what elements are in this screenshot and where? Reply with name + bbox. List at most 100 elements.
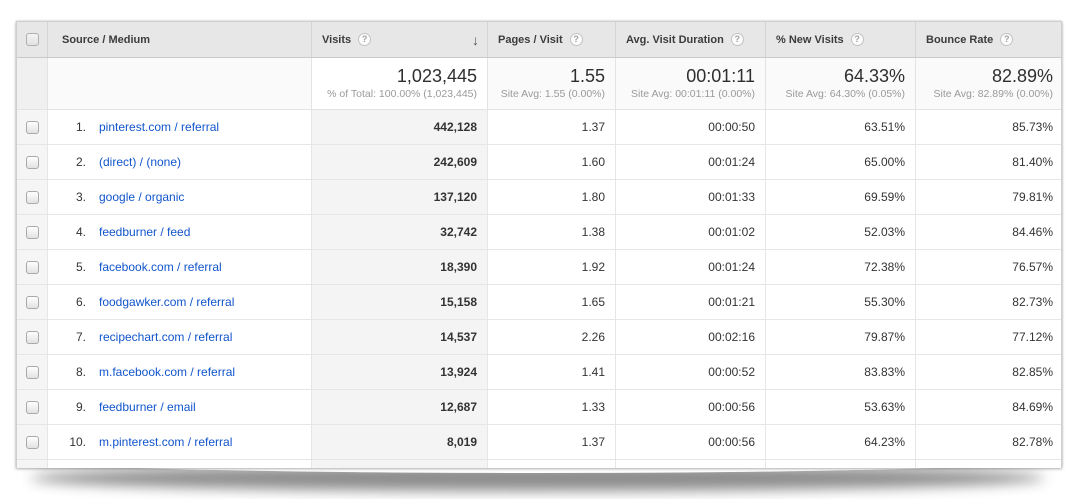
column-header-label: Visits bbox=[322, 33, 352, 46]
footer-bounce-cell bbox=[915, 460, 1063, 468]
help-icon[interactable]: ? bbox=[850, 33, 864, 46]
bounce-rate-value: 81.40% bbox=[915, 145, 1063, 179]
row-rank: 2. bbox=[75, 155, 86, 169]
row-source-cell: 2. (direct) / (none) bbox=[47, 145, 311, 179]
row-checkbox[interactable] bbox=[25, 120, 39, 134]
row-source-cell: 6. foodgawker.com / referral bbox=[47, 285, 311, 319]
row-checkbox[interactable] bbox=[25, 295, 39, 309]
table-row: 2. (direct) / (none) 242,609 1.60 00:01:… bbox=[17, 145, 1061, 180]
pages-per-visit-value: 1.80 bbox=[487, 180, 615, 214]
table-header-row: Source / Medium Visits ? ↓ Pages / Visit… bbox=[17, 22, 1061, 58]
visits-value: 242,609 bbox=[311, 145, 487, 179]
bounce-rate-value: 77.12% bbox=[915, 320, 1063, 354]
row-rank: 8. bbox=[75, 365, 86, 379]
row-checkbox[interactable] bbox=[25, 225, 39, 239]
table-row: 5. facebook.com / referral 18,390 1.92 0… bbox=[17, 250, 1061, 285]
footer-duration-cell bbox=[615, 460, 765, 468]
bounce-rate-value: 82.73% bbox=[915, 285, 1063, 319]
table-body: 1. pinterest.com / referral 442,128 1.37… bbox=[17, 110, 1061, 460]
table-row: 1. pinterest.com / referral 442,128 1.37… bbox=[17, 110, 1061, 145]
summary-pages-value: 1.55 bbox=[569, 66, 605, 86]
summary-visits-subtext: % of Total: 100.00% (1,023,445) bbox=[327, 88, 477, 100]
summary-pages-subtext: Site Avg: 1.55 (0.00%) bbox=[500, 88, 605, 100]
help-icon[interactable]: ? bbox=[569, 33, 583, 46]
summary-bounce-value: 82.89% bbox=[991, 66, 1053, 86]
column-header-visits[interactable]: Visits ? ↓ bbox=[311, 22, 487, 57]
row-checkbox[interactable] bbox=[25, 330, 39, 344]
column-header-label: Bounce Rate bbox=[926, 33, 994, 46]
new-visits-value: 55.30% bbox=[765, 285, 915, 319]
help-icon[interactable]: ? bbox=[358, 33, 372, 46]
source-medium-link[interactable]: m.facebook.com / referral bbox=[99, 365, 236, 379]
table-row: 6. foodgawker.com / referral 15,158 1.65… bbox=[17, 285, 1061, 320]
new-visits-value: 79.87% bbox=[765, 320, 915, 354]
help-icon[interactable]: ? bbox=[730, 33, 744, 46]
source-medium-link[interactable]: facebook.com / referral bbox=[99, 260, 222, 274]
visits-value: 15,158 bbox=[311, 285, 487, 319]
column-header-pages-per-visit[interactable]: Pages / Visit ? bbox=[487, 22, 615, 57]
summary-check-cell bbox=[17, 58, 47, 109]
row-check-cell bbox=[17, 285, 47, 319]
source-medium-link[interactable]: pinterest.com / referral bbox=[99, 120, 220, 134]
column-header-source-medium[interactable]: Source / Medium bbox=[47, 22, 311, 57]
row-checkbox[interactable] bbox=[25, 400, 39, 414]
row-checkbox[interactable] bbox=[25, 155, 39, 169]
source-medium-link[interactable]: recipechart.com / referral bbox=[99, 330, 233, 344]
row-checkbox[interactable] bbox=[25, 260, 39, 274]
avg-visit-duration-value: 00:01:21 bbox=[615, 285, 765, 319]
footer-check-cell bbox=[17, 460, 47, 468]
source-medium-link[interactable]: google / organic bbox=[99, 190, 185, 204]
bounce-rate-value: 84.69% bbox=[915, 390, 1063, 424]
bounce-rate-value: 84.46% bbox=[915, 215, 1063, 249]
row-source-cell: 3. google / organic bbox=[47, 180, 311, 214]
row-source-cell: 9. feedburner / email bbox=[47, 390, 311, 424]
footer-visits-cell bbox=[311, 460, 487, 468]
row-rank: 3. bbox=[75, 190, 86, 204]
visits-value: 32,742 bbox=[311, 215, 487, 249]
pages-per-visit-value: 1.92 bbox=[487, 250, 615, 284]
footer-source-cell bbox=[47, 460, 311, 468]
footer-pages-cell bbox=[487, 460, 615, 468]
visits-value: 18,390 bbox=[311, 250, 487, 284]
row-checkbox[interactable] bbox=[25, 365, 39, 379]
visits-value: 8,019 bbox=[311, 425, 487, 459]
column-header-bounce-rate[interactable]: Bounce Rate ? bbox=[915, 22, 1063, 57]
pages-per-visit-value: 1.41 bbox=[487, 355, 615, 389]
source-medium-link[interactable]: m.pinterest.com / referral bbox=[99, 435, 233, 449]
row-rank: 5. bbox=[75, 260, 86, 274]
new-visits-value: 63.51% bbox=[765, 110, 915, 144]
new-visits-value: 65.00% bbox=[765, 145, 915, 179]
pages-per-visit-value: 1.38 bbox=[487, 215, 615, 249]
source-medium-link[interactable]: foodgawker.com / referral bbox=[99, 295, 235, 309]
summary-new-visits: 64.33% Site Avg: 64.30% (0.05%) bbox=[765, 58, 915, 109]
select-all-checkbox[interactable] bbox=[25, 33, 39, 46]
avg-visit-duration-value: 00:01:33 bbox=[615, 180, 765, 214]
select-all-cell bbox=[17, 22, 47, 57]
sort-desc-icon[interactable]: ↓ bbox=[472, 31, 479, 48]
pages-per-visit-value: 1.33 bbox=[487, 390, 615, 424]
summary-visits: 1,023,445 % of Total: 100.00% (1,023,445… bbox=[311, 58, 487, 109]
summary-source-cell bbox=[47, 58, 311, 109]
source-medium-link[interactable]: feedburner / feed bbox=[99, 225, 191, 239]
column-header-avg-visit-duration[interactable]: Avg. Visit Duration ? bbox=[615, 22, 765, 57]
row-checkbox[interactable] bbox=[25, 190, 39, 204]
bounce-rate-value: 82.85% bbox=[915, 355, 1063, 389]
new-visits-value: 72.38% bbox=[765, 250, 915, 284]
row-check-cell bbox=[17, 250, 47, 284]
avg-visit-duration-value: 00:01:24 bbox=[615, 145, 765, 179]
source-medium-link[interactable]: feedburner / email bbox=[99, 400, 196, 414]
pages-per-visit-value: 1.37 bbox=[487, 110, 615, 144]
row-checkbox[interactable] bbox=[25, 435, 39, 449]
visits-value: 12,687 bbox=[311, 390, 487, 424]
column-header-label: Pages / Visit bbox=[498, 33, 563, 46]
column-header-label: % New Visits bbox=[776, 33, 844, 46]
new-visits-value: 52.03% bbox=[765, 215, 915, 249]
avg-visit-duration-value: 00:00:56 bbox=[615, 425, 765, 459]
avg-visit-duration-value: 00:01:02 bbox=[615, 215, 765, 249]
help-icon[interactable]: ? bbox=[1000, 33, 1014, 46]
column-header-new-visits[interactable]: % New Visits ? bbox=[765, 22, 915, 57]
footer-new-cell bbox=[765, 460, 915, 468]
source-medium-link[interactable]: (direct) / (none) bbox=[99, 155, 182, 169]
row-check-cell bbox=[17, 390, 47, 424]
summary-bounce-subtext: Site Avg: 82.89% (0.00%) bbox=[933, 88, 1053, 100]
